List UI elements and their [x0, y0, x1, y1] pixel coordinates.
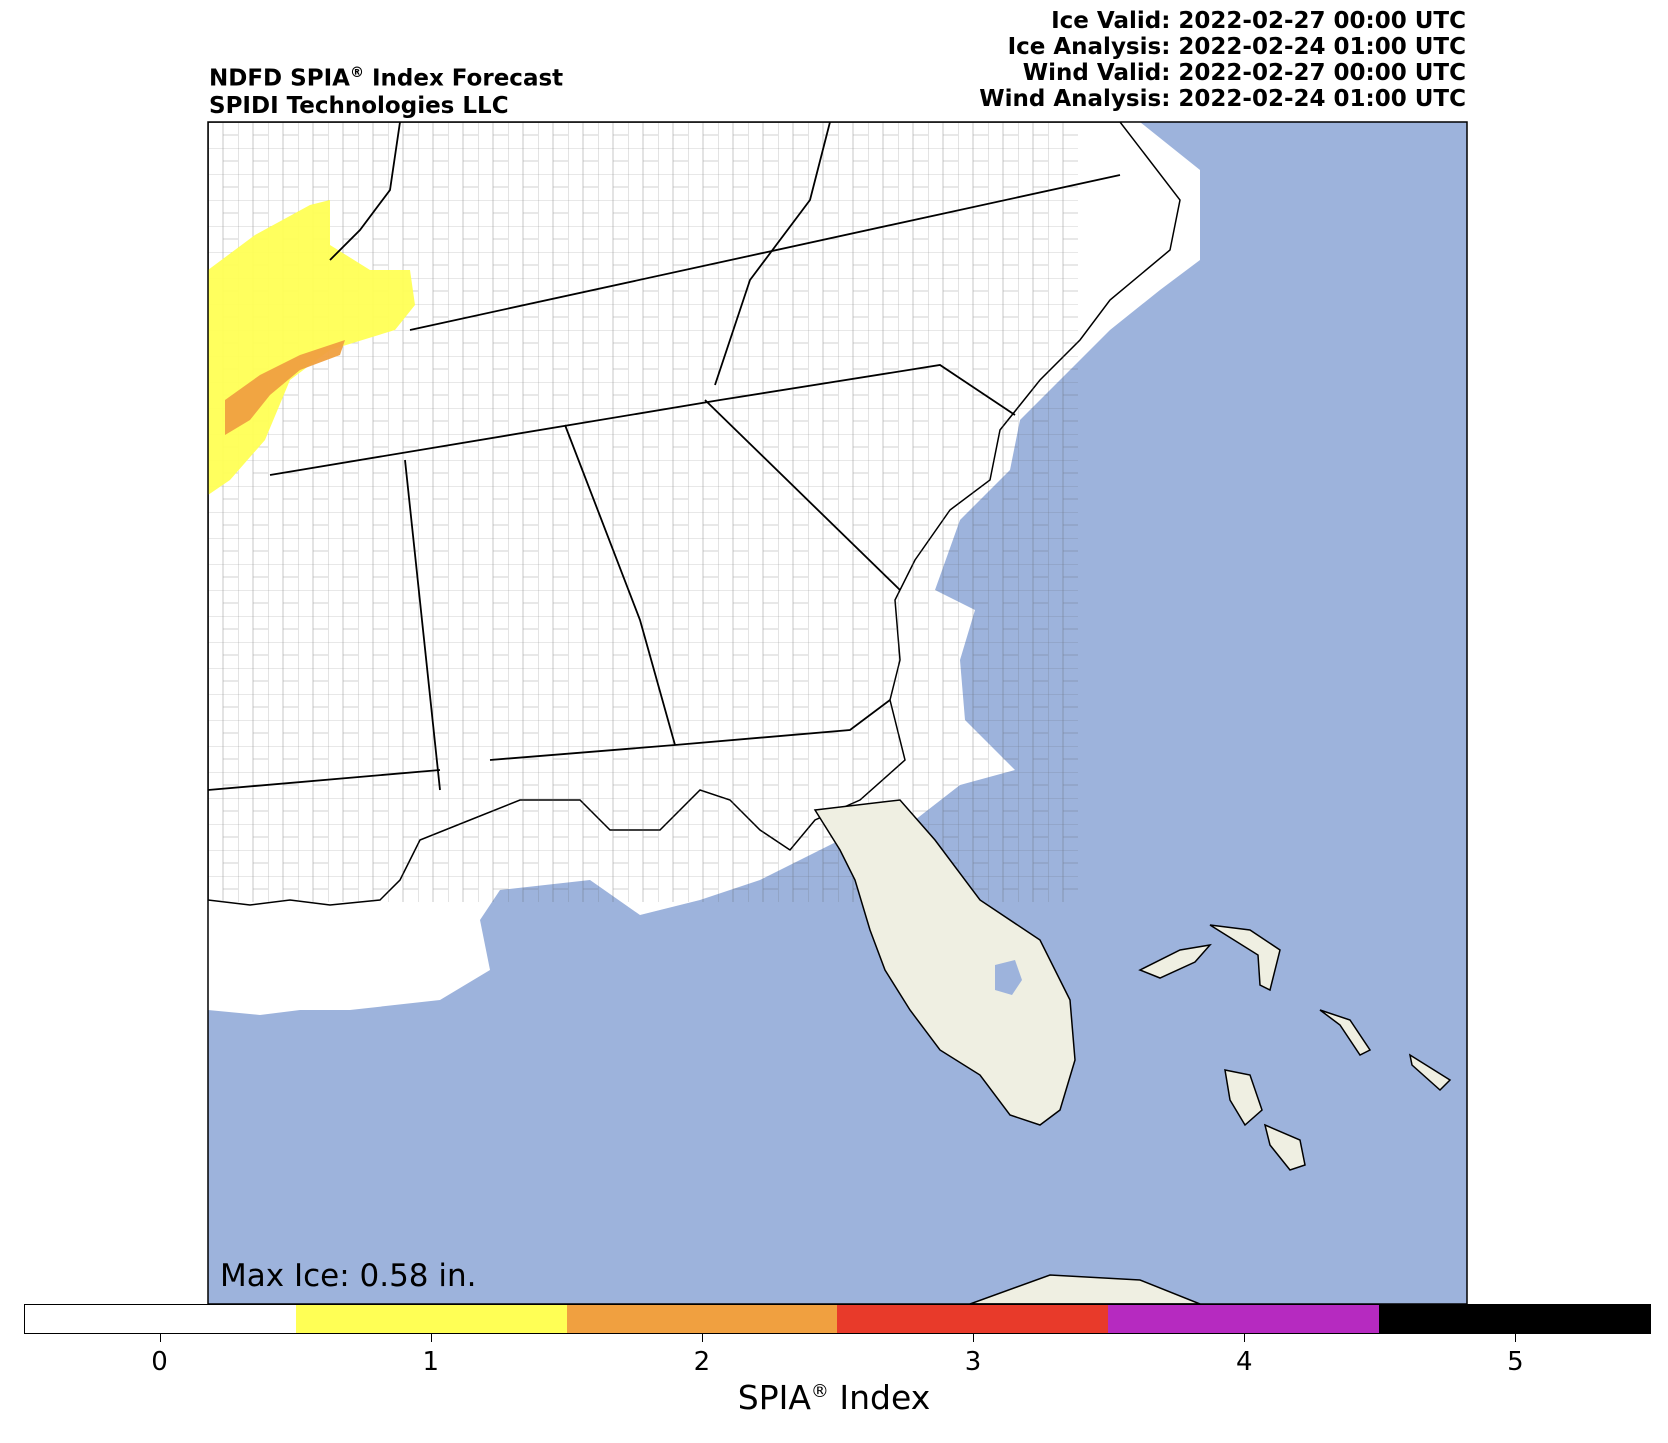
county-grid — [208, 122, 1078, 902]
island — [969, 1274, 1201, 1304]
island — [1263, 1123, 1306, 1171]
colorbar — [24, 1304, 1651, 1334]
island — [1224, 1069, 1263, 1127]
colorbar-tickmark — [1515, 1334, 1517, 1342]
colorbar-segment-5 — [1379, 1305, 1650, 1333]
island — [1319, 1009, 1372, 1056]
colorbar-tick-label: 5 — [1507, 1347, 1524, 1377]
colorbar-tickmark — [430, 1334, 432, 1342]
colorbar-segment-3 — [837, 1305, 1109, 1333]
colorbar-segment-4 — [1108, 1305, 1380, 1333]
ice-level-2-area — [225, 340, 345, 435]
title-line-2: SPIDI Technologies LLC — [209, 92, 509, 119]
florida-peninsula — [813, 799, 1076, 1126]
colorbar-tickmark — [973, 1334, 975, 1342]
colorbar-tick-label: 0 — [151, 1347, 168, 1377]
max-ice-label: Max Ice: 0.58 in. — [220, 1258, 477, 1294]
island — [1138, 943, 1212, 979]
colorbar-segment-0 — [25, 1305, 296, 1333]
validity-block: Ice Valid: 2022-02-27 00:00 UTC Ice Anal… — [979, 8, 1466, 112]
wind-analysis-label: Wind Analysis: 2022-02-24 01:00 UTC — [979, 86, 1466, 112]
colorbar-tickmark — [159, 1334, 161, 1342]
island — [1408, 1053, 1452, 1092]
island — [1209, 924, 1281, 992]
colorbar-tickmark — [1244, 1334, 1246, 1342]
colorbar-segment-2 — [566, 1305, 838, 1333]
colorbar-label: SPIA® Index — [737, 1378, 931, 1417]
colorbar-tick-label: 2 — [693, 1347, 711, 1377]
title-line-1: NDFD SPIA® Index Forecast — [209, 65, 564, 92]
colorbar-tickmark — [701, 1334, 703, 1342]
ice-valid-label: Ice Valid: 2022-02-27 00:00 UTC — [1051, 8, 1466, 34]
wind-valid-label: Wind Valid: 2022-02-27 00:00 UTC — [1022, 60, 1466, 86]
ice-level-1-area — [208, 200, 415, 495]
lake-okeechobee — [995, 960, 1022, 995]
colorbar-tick-label: 4 — [1235, 1347, 1253, 1377]
colorbar-tick-label: 1 — [422, 1347, 440, 1377]
map-title: NDFD SPIA® Index Forecast SPIDI Technolo… — [209, 60, 563, 120]
state-boundaries — [208, 122, 1121, 791]
ice-analysis-label: Ice Analysis: 2022-02-24 01:00 UTC — [1007, 34, 1466, 60]
colorbar-segment-1 — [295, 1305, 567, 1333]
colorbar-tick-label: 3 — [964, 1347, 982, 1377]
